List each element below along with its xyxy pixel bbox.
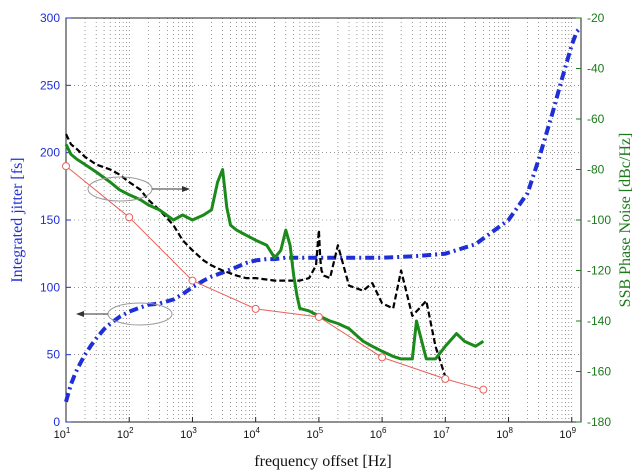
series-group (62, 25, 583, 403)
y-tick-label-right: -40 (587, 62, 605, 76)
x-tick-label: 104 (243, 426, 260, 441)
red-series-marker (441, 374, 450, 383)
y-tick-label-left: 250 (40, 78, 60, 92)
y-axis-label-right: SSB Phase Noise [dBc/Hz] (617, 133, 634, 308)
y-tick-label-left: 100 (40, 280, 60, 294)
x-tick-label: 105 (307, 426, 324, 441)
y-tick-label-left: 0 (53, 415, 60, 429)
y-tick-label-right: -100 (587, 213, 611, 227)
x-axis-label: frequency offset [Hz] (254, 453, 391, 470)
red-series-marker (125, 213, 134, 222)
arrowhead-right-icon (182, 186, 190, 192)
y-tick-label-left: 150 (40, 213, 60, 227)
red-series-marker (378, 353, 387, 362)
grid (65, 17, 581, 423)
plot-frame (65, 17, 582, 423)
arrowhead-left-icon (76, 311, 84, 317)
x-tick-label: 101 (54, 426, 71, 441)
y-tick-label-right: -60 (587, 112, 605, 126)
red-series-marker (479, 385, 488, 394)
integrated-jitter-blue-line (64, 25, 583, 403)
y-tick-label-left: 300 (40, 11, 60, 25)
phase-noise-green-line (64, 143, 485, 361)
y-tick-label-right: -160 (587, 365, 611, 379)
y-tick-label-right: -20 (587, 11, 605, 25)
y-tick-label-right: -180 (587, 415, 611, 429)
x-tick-label: 108 (496, 426, 513, 441)
red-series-marker (188, 276, 197, 285)
y-tick-label-left: 50 (47, 348, 61, 362)
x-tick-label: 107 (433, 426, 450, 441)
y-tick-label-right: -80 (587, 163, 605, 177)
red-series-marker (62, 162, 70, 171)
x-tick-label: 109 (559, 426, 576, 441)
y-tick-label-right: -120 (587, 264, 611, 278)
red-series-marker (251, 304, 260, 313)
annotations (76, 176, 190, 326)
y-tick-label-right: -140 (587, 314, 611, 328)
y-axis-label-left: Integrated jitter [fs] (9, 157, 26, 282)
phase-noise-black-dashed-line (65, 133, 447, 377)
x-tick-label: 102 (117, 426, 134, 441)
y-tick-label-left: 200 (40, 146, 60, 160)
left-axis-annotation-ellipse (107, 302, 173, 326)
integrated-jitter-red-line (65, 165, 484, 391)
x-tick-label: 106 (370, 426, 387, 441)
axes: 0 50 100 150 200 250 300 -180 -160 -140 -120 -100 -8… (40, 11, 611, 441)
red-series-marker (314, 312, 323, 321)
x-tick-label: 103 (180, 426, 197, 441)
